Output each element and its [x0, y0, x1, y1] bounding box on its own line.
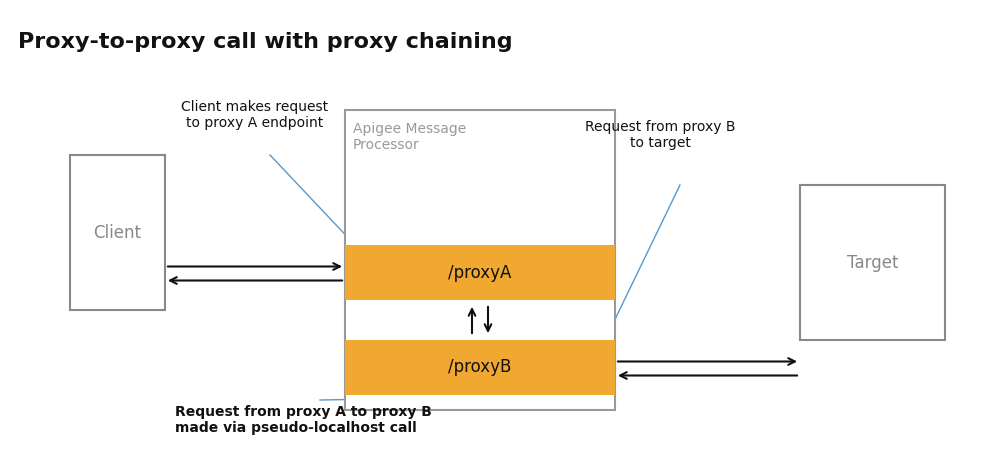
Text: /proxyA: /proxyA	[448, 263, 511, 281]
Text: Client makes request
to proxy A endpoint: Client makes request to proxy A endpoint	[181, 100, 329, 130]
Bar	[800, 185, 945, 340]
Bar	[345, 245, 615, 300]
Bar	[70, 155, 165, 310]
Text: Client: Client	[94, 224, 142, 241]
Text: /proxyB: /proxyB	[448, 358, 511, 376]
Text: Request from proxy A to proxy B
made via pseudo-localhost call: Request from proxy A to proxy B made via…	[175, 405, 431, 435]
Text: Request from proxy B
to target: Request from proxy B to target	[585, 120, 735, 150]
Text: Proxy-to-proxy call with proxy chaining: Proxy-to-proxy call with proxy chaining	[18, 32, 512, 52]
Bar	[345, 340, 615, 395]
Bar	[345, 110, 615, 410]
Text: Apigee Message
Processor: Apigee Message Processor	[353, 122, 466, 152]
Text: Target: Target	[847, 254, 898, 271]
